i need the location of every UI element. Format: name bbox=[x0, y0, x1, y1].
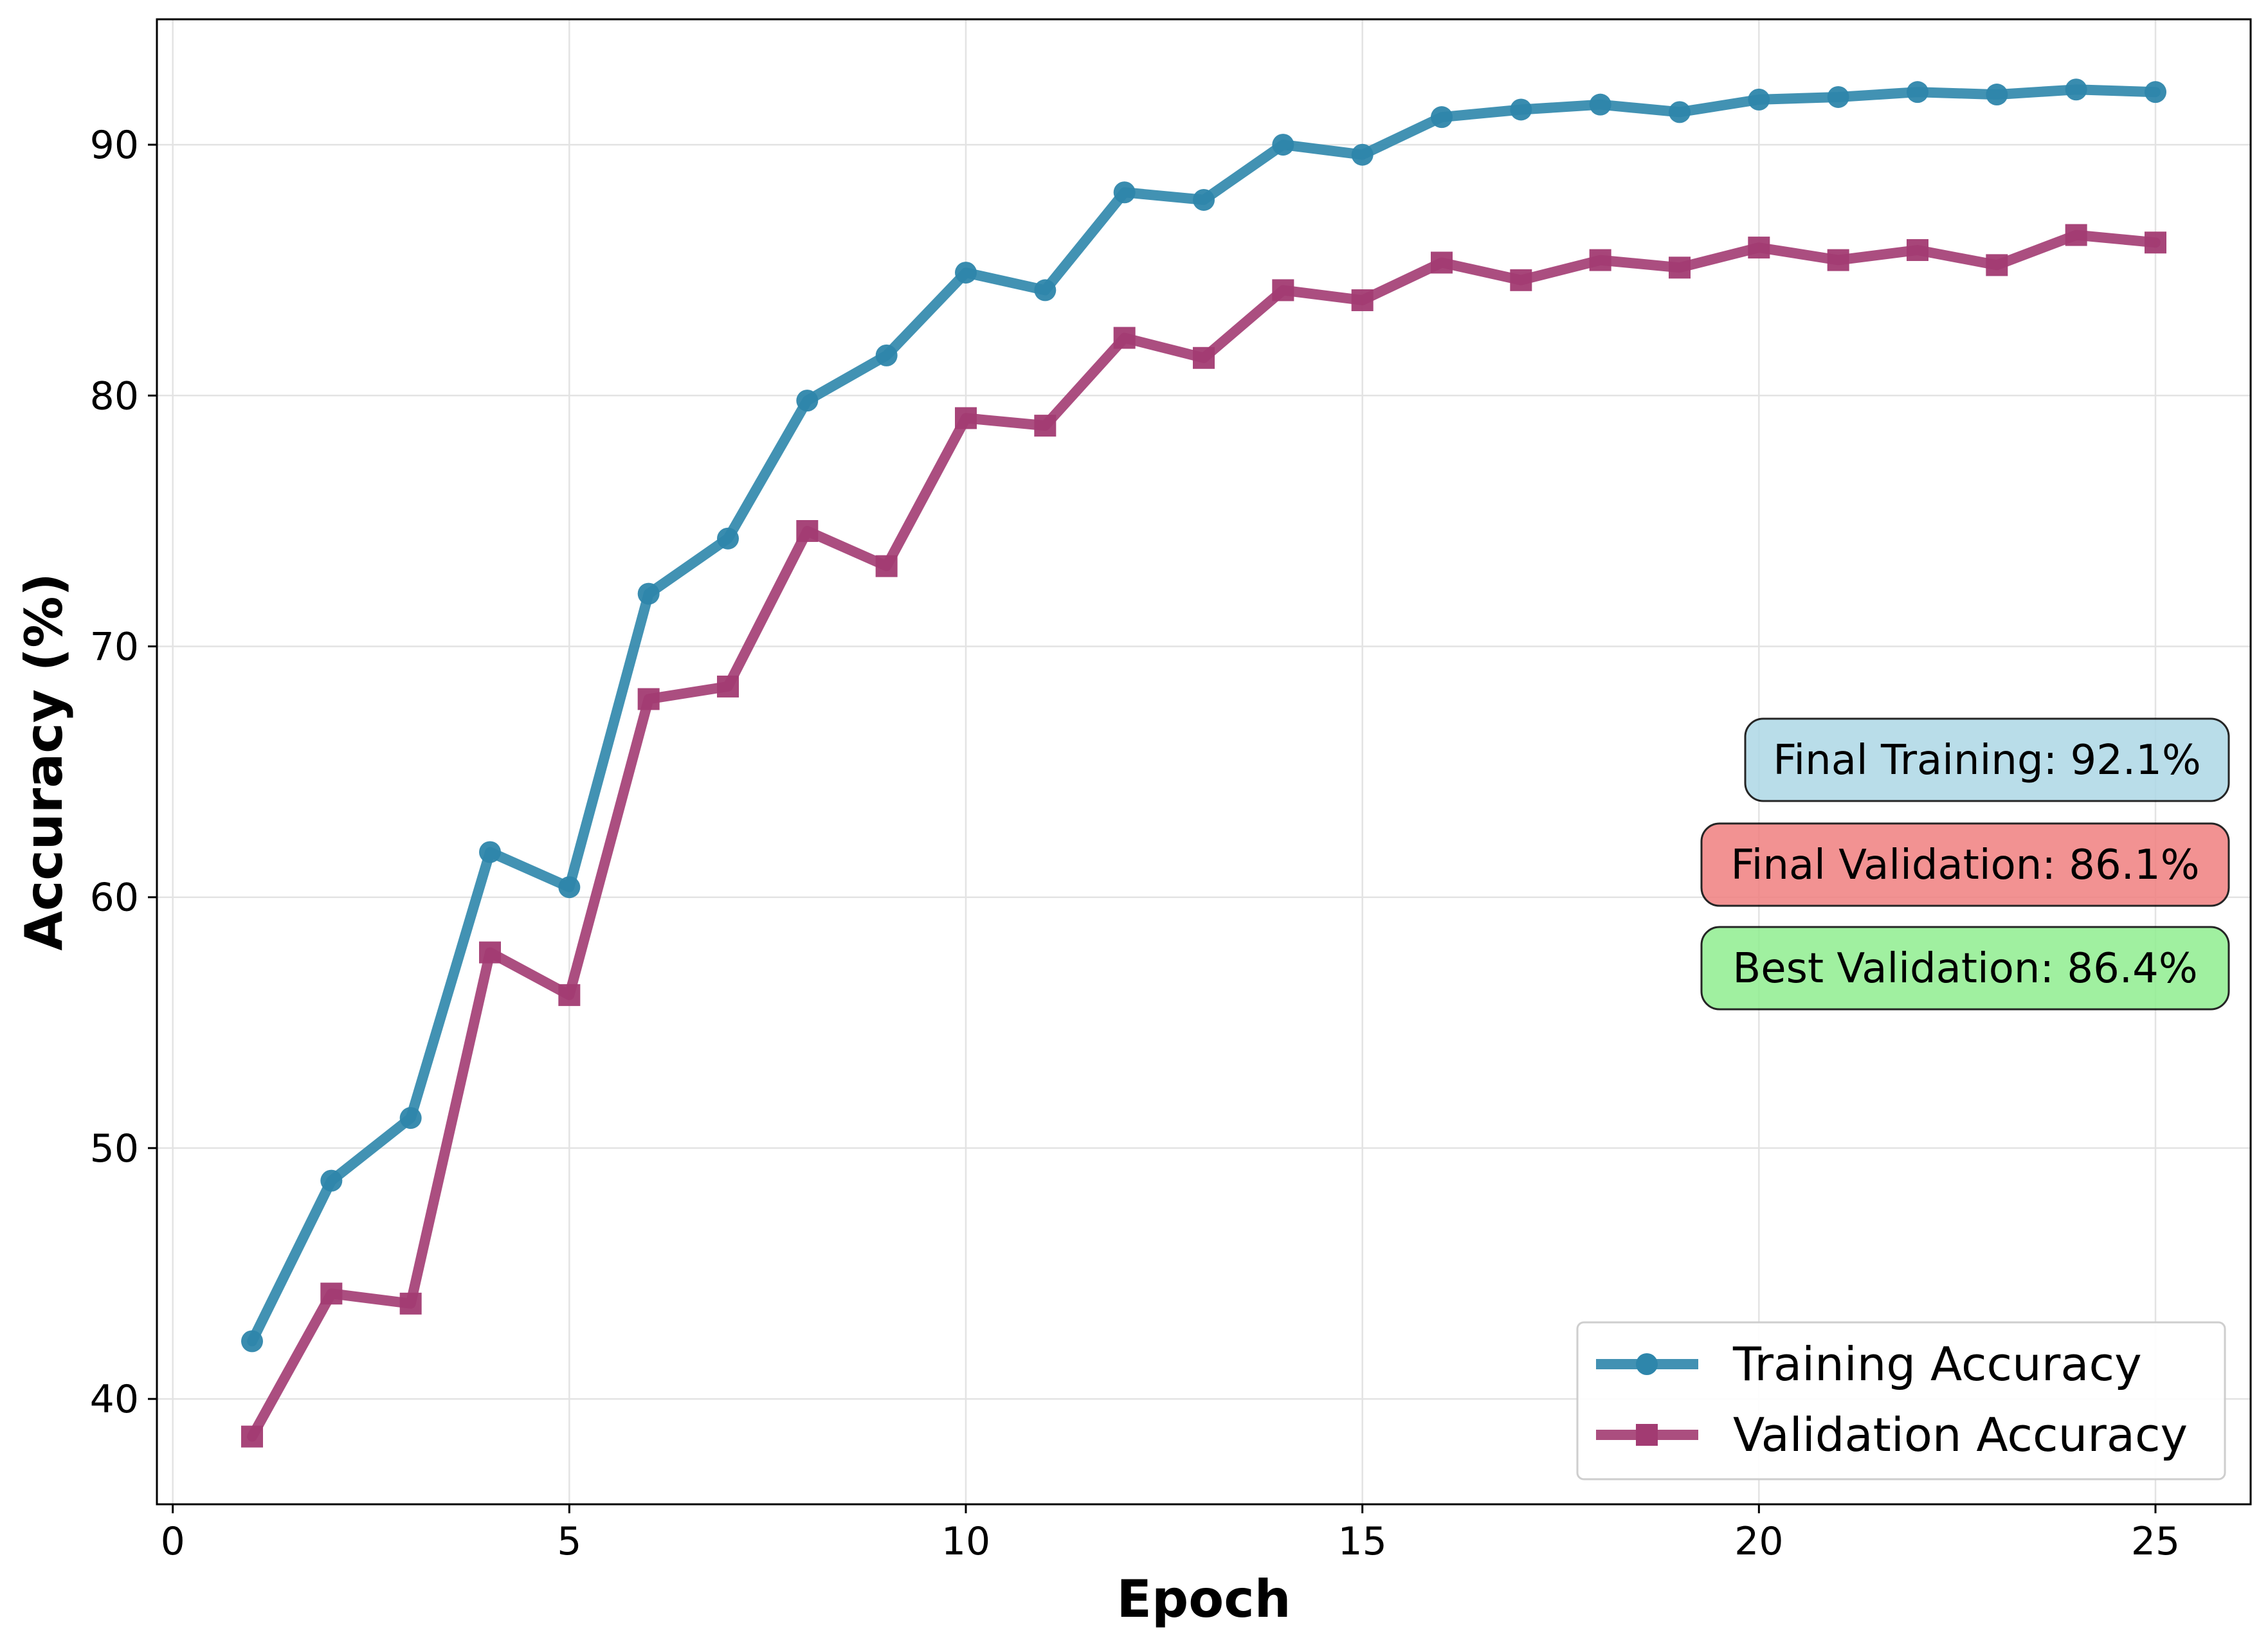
data-point bbox=[479, 941, 501, 964]
y-tick-label: 40 bbox=[90, 1377, 139, 1422]
data-point bbox=[1907, 239, 1928, 261]
data-point bbox=[558, 876, 581, 899]
data-point bbox=[1748, 237, 1770, 259]
data-point bbox=[241, 1330, 263, 1353]
y-tick-label: 90 bbox=[90, 123, 139, 168]
annotation-box: Best Validation: 86.4% bbox=[1700, 926, 2230, 1011]
data-point bbox=[1351, 289, 1374, 312]
data-point bbox=[1193, 188, 1215, 211]
legend-item: Training Accuracy bbox=[1596, 1337, 2142, 1391]
legend-label: Training Accuracy bbox=[1732, 1337, 2142, 1391]
x-tick-label: 0 bbox=[161, 1519, 185, 1564]
data-point bbox=[1669, 101, 1691, 123]
data-point bbox=[399, 1107, 422, 1130]
annotation-background bbox=[1700, 926, 2230, 1011]
y-tick-label: 50 bbox=[90, 1126, 139, 1171]
legend-marker bbox=[1636, 1353, 1658, 1375]
data-point bbox=[1431, 106, 1453, 129]
data-point bbox=[2065, 224, 2087, 246]
annotation-box: Final Validation: 86.1% bbox=[1700, 822, 2230, 907]
annotation-text: Final Validation: 86.1% bbox=[1730, 842, 2199, 889]
data-point bbox=[1034, 279, 1057, 302]
data-point bbox=[320, 1282, 343, 1305]
series-training bbox=[241, 78, 2166, 1353]
data-point bbox=[717, 675, 739, 698]
data-point bbox=[1351, 143, 1374, 166]
data-point bbox=[399, 1292, 422, 1315]
data-point bbox=[1827, 249, 1849, 271]
x-tick-label: 5 bbox=[557, 1519, 581, 1564]
legend-label: Validation Accuracy bbox=[1733, 1408, 2188, 1462]
data-point bbox=[1669, 256, 1691, 279]
data-point bbox=[558, 984, 581, 1006]
data-point bbox=[2065, 78, 2087, 101]
data-point bbox=[2145, 81, 2166, 104]
data-point bbox=[875, 555, 898, 577]
data-point bbox=[955, 407, 977, 429]
data-point bbox=[2145, 231, 2166, 254]
y-axis-label: Accuracy (%) bbox=[14, 573, 74, 951]
x-axis-label: Epoch bbox=[1116, 1569, 1291, 1629]
data-point bbox=[1510, 269, 1532, 291]
data-point bbox=[479, 841, 501, 863]
annotation-box: Final Training: 92.1% bbox=[1744, 717, 2230, 802]
data-point bbox=[796, 520, 819, 543]
data-point bbox=[1986, 84, 2008, 106]
y-tick-label: 70 bbox=[90, 625, 139, 670]
data-point bbox=[1589, 93, 1611, 116]
annotation-background bbox=[1744, 717, 2230, 802]
data-point bbox=[1827, 86, 1849, 108]
y-tick-label: 80 bbox=[90, 374, 139, 419]
x-tick-label: 10 bbox=[941, 1519, 990, 1564]
data-point bbox=[1272, 134, 1294, 156]
legend: Training Accuracy Validation Accuracy bbox=[1576, 1321, 2226, 1480]
plot-frame bbox=[156, 18, 2252, 1506]
data-point bbox=[320, 1169, 343, 1192]
summary-annotations: Final Training: 92.1% Final Validation: 8… bbox=[1700, 717, 2230, 1011]
x-tick-label: 25 bbox=[2131, 1519, 2180, 1564]
annotation-text: Final Training: 92.1% bbox=[1773, 737, 2201, 784]
series-validation bbox=[241, 224, 2166, 1448]
data-point bbox=[796, 390, 819, 412]
data-point bbox=[1589, 249, 1611, 271]
annotation-background bbox=[1700, 822, 2230, 907]
x-tick-label: 15 bbox=[1338, 1519, 1386, 1564]
data-point bbox=[1431, 251, 1453, 274]
x-tick-label: 20 bbox=[1734, 1519, 1783, 1564]
data-point bbox=[1907, 81, 1928, 104]
data-point bbox=[1986, 254, 2008, 276]
data-point bbox=[241, 1425, 263, 1448]
data-point bbox=[1748, 88, 1770, 111]
data-point bbox=[717, 527, 739, 550]
legend-marker bbox=[1636, 1424, 1658, 1446]
data-point bbox=[1034, 415, 1057, 437]
data-point bbox=[1113, 327, 1136, 349]
data-point bbox=[1272, 279, 1294, 302]
data-point bbox=[637, 688, 660, 710]
legend-item: Validation Accuracy bbox=[1596, 1408, 2188, 1462]
data-point bbox=[1193, 346, 1215, 369]
plot-series bbox=[241, 78, 2166, 1448]
axis-ticks: 0 5 10 15 20 25 40 50 60 70 80 90 bbox=[90, 123, 2181, 1564]
data-point bbox=[637, 582, 660, 605]
data-point bbox=[1113, 181, 1136, 204]
data-point bbox=[1510, 98, 1532, 121]
annotation-text: Best Validation: 86.4% bbox=[1732, 945, 2197, 993]
legend-frame bbox=[1576, 1321, 2226, 1480]
y-tick-label: 60 bbox=[90, 876, 139, 921]
data-point bbox=[955, 262, 977, 284]
data-point bbox=[875, 344, 898, 366]
